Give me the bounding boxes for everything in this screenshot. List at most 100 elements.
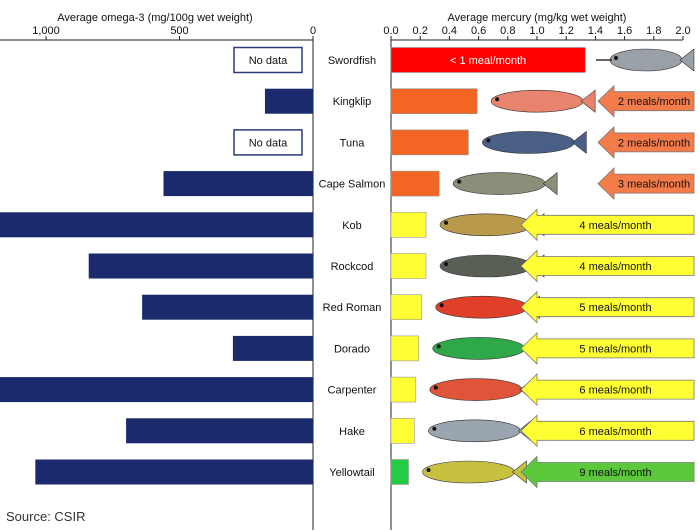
mercury-axis-title: Average mercury (mg/kg wet weight) (448, 12, 627, 24)
mercury-tick-label: 1.8 (646, 25, 661, 37)
category-label: Carpenter (328, 385, 377, 397)
no-data-box (233, 46, 303, 74)
omega-tick-label: 500 (170, 25, 188, 37)
fish-tail-icon (580, 89, 596, 113)
hake-icon (428, 419, 521, 443)
cape-salmon-icon (452, 172, 546, 195)
mercury-tick-label: 0.2 (413, 25, 428, 37)
fish-eye-icon (432, 426, 437, 431)
advice-label: 2 meals/month (618, 96, 690, 108)
mercury-tick-label: 0.8 (500, 25, 515, 37)
fish-eye-icon (439, 303, 444, 308)
omega-bar (142, 294, 313, 320)
mercury-bar (390, 88, 478, 114)
advice-arrow (520, 414, 695, 448)
omega-tick-label: 1,000 (32, 25, 60, 37)
omega-bar (35, 459, 313, 485)
advice-label: 5 meals/month (579, 343, 651, 355)
mercury-tick-label: 0.4 (442, 25, 457, 37)
category-label: Tuna (340, 137, 366, 149)
fish-tail-icon (571, 130, 587, 155)
omega-bar (88, 253, 313, 279)
fish-tail-icon (542, 171, 558, 196)
kob-icon (439, 213, 533, 237)
mercury-tick-label: 2.0 (675, 25, 690, 37)
advice-label: 9 meals/month (579, 467, 651, 479)
advice-arrow (520, 331, 695, 365)
mercury-tick-label: 1.2 (559, 25, 574, 37)
advice-label: 4 meals/month (579, 220, 651, 232)
fish-eye-icon (426, 468, 431, 472)
advice-label: 5 meals/month (579, 302, 651, 314)
fish-eye-icon (457, 179, 462, 184)
mercury-bar (390, 129, 469, 156)
category-label: Yellowtail (329, 467, 374, 479)
advice-label: 4 meals/month (579, 261, 651, 273)
omega-axis-title: Average omega-3 (mg/100g wet weight) (57, 12, 252, 24)
fish-eye-icon (495, 97, 500, 102)
fish-eye-icon (444, 220, 449, 225)
tuna-icon (482, 131, 575, 154)
kingklip-icon (490, 89, 584, 113)
no-data-label: No data (249, 137, 288, 149)
source-note: Source: CSIR (6, 509, 86, 524)
category-label: Rockcod (331, 261, 374, 273)
no-data-label: No data (249, 55, 288, 67)
mercury-tick-label: 1.6 (617, 25, 632, 37)
fish-eye-icon (614, 56, 618, 60)
advice-arrow (520, 455, 695, 489)
omega-bar (0, 377, 313, 403)
fish-eye-icon (486, 138, 491, 143)
category-label: Dorado (334, 343, 370, 355)
mercury-bar (390, 376, 417, 403)
advice-label: 3 meals/month (618, 179, 690, 191)
mercury-bar (390, 459, 409, 485)
advice-arrow (520, 290, 695, 324)
fish-eye-icon (433, 385, 438, 390)
fish-tail-icon (679, 48, 695, 72)
yellowtail-icon (422, 460, 515, 484)
mercury-bar (390, 335, 420, 362)
omega-bar (126, 418, 313, 444)
category-label: Kob (342, 220, 362, 232)
omega-tick-label: 0 (310, 25, 316, 37)
omega-bar (163, 171, 313, 197)
omega-bar (232, 335, 313, 361)
mercury-tick-label: 0.0 (383, 25, 398, 37)
mercury-bar (390, 212, 427, 238)
advice-label: 2 meals/month (618, 137, 690, 149)
dorado-icon (432, 337, 526, 360)
advice-label: 6 meals/month (579, 385, 651, 397)
no-data-box (233, 129, 303, 156)
category-label: Hake (339, 426, 365, 438)
omega-bar (0, 212, 313, 238)
rockcod-icon (439, 254, 533, 278)
advice-arrow (597, 84, 695, 118)
omega-bar (264, 88, 313, 114)
advice-label: 6 meals/month (579, 426, 651, 438)
mercury-bar (390, 417, 415, 444)
category-label: Cape Salmon (319, 179, 386, 191)
advice-arrow (520, 249, 695, 283)
mercury-bar (390, 253, 427, 279)
mercury-bar (390, 170, 440, 197)
mercury-tick-label: 1.0 (529, 25, 544, 37)
advice-arrow (597, 167, 695, 201)
red-roman-icon (435, 295, 528, 319)
fish-eye-icon (436, 344, 441, 349)
mercury-tick-label: 0.6 (471, 25, 486, 37)
mercury-bar (390, 294, 422, 321)
category-label: Swordfish (328, 55, 376, 67)
advice-arrow (520, 373, 695, 407)
category-label: Kingklip (333, 96, 372, 108)
carpenter-icon (429, 378, 523, 401)
mercury-tick-label: 1.4 (588, 25, 603, 37)
mercury-bar (390, 47, 586, 73)
advice-label: < 1 meal/month (450, 55, 526, 67)
swordfish-icon (609, 48, 683, 72)
advice-arrow (597, 125, 695, 159)
fish-eye-icon (444, 262, 449, 266)
category-label: Red Roman (323, 302, 382, 314)
advice-arrow (520, 208, 695, 242)
